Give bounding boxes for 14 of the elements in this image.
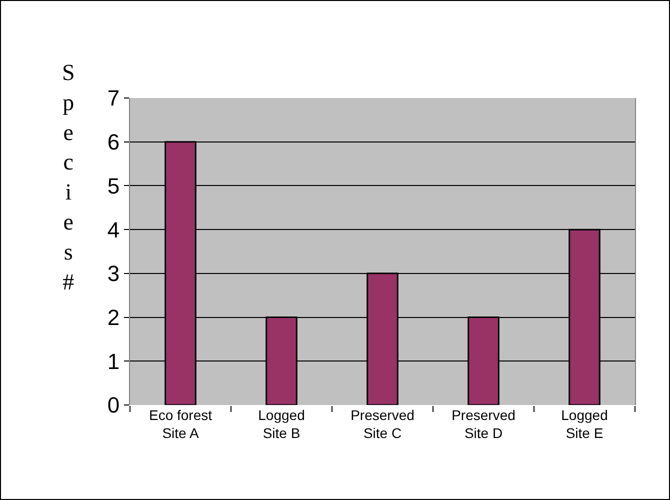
x-tick-label: Preserved Site D [452,407,516,442]
x-tick-label: Logged Site B [258,407,305,442]
y-axis-title: Species # [62,60,75,294]
y-tick-label: 6 [107,130,120,155]
x-tick-label: Preserved Site C [350,407,414,442]
y-tick-label: 3 [107,261,120,286]
y-tick-label: 0 [107,392,120,418]
y-tick-label: 5 [107,173,120,198]
x-tick-label: Logged Site E [561,407,608,442]
y-tick-label: 2 [107,304,120,330]
x-tick-label: Eco forest Site A [148,407,212,442]
y-tick-label: 1 [107,348,120,374]
y-tick-label: 7 [107,86,120,111]
y-tick-label: 4 [107,217,120,242]
